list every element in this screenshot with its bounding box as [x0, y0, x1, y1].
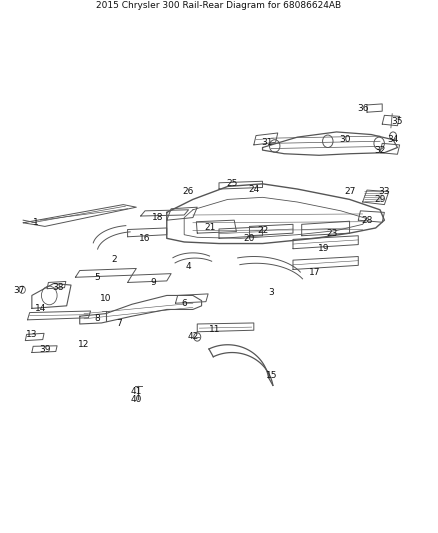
Text: 26: 26: [183, 187, 194, 196]
Text: 29: 29: [374, 195, 386, 204]
Text: 38: 38: [52, 283, 64, 292]
Text: 5: 5: [94, 273, 100, 282]
Text: 9: 9: [151, 278, 157, 287]
Text: 35: 35: [392, 117, 403, 126]
Text: 4: 4: [186, 262, 191, 271]
Text: 7: 7: [116, 319, 122, 328]
Text: 33: 33: [378, 187, 390, 196]
Text: 37: 37: [13, 286, 25, 295]
Text: 25: 25: [226, 179, 238, 188]
Text: 42: 42: [187, 333, 198, 342]
Text: 40: 40: [131, 395, 142, 404]
Text: 16: 16: [139, 234, 151, 243]
Text: 28: 28: [361, 216, 373, 225]
Text: 22: 22: [257, 226, 268, 235]
Text: 32: 32: [374, 146, 386, 155]
Text: 10: 10: [100, 294, 112, 303]
Text: 23: 23: [326, 229, 338, 238]
Text: 13: 13: [26, 330, 38, 339]
Text: 31: 31: [261, 138, 272, 147]
Text: 36: 36: [357, 104, 368, 113]
Text: 21: 21: [205, 223, 216, 232]
Text: 6: 6: [181, 298, 187, 308]
Text: 19: 19: [318, 244, 329, 253]
Text: 8: 8: [94, 314, 100, 324]
Text: 14: 14: [35, 304, 46, 313]
Text: 18: 18: [152, 213, 164, 222]
Text: 15: 15: [265, 372, 277, 381]
Text: 30: 30: [339, 135, 351, 144]
Text: 3: 3: [268, 288, 274, 297]
Text: 12: 12: [78, 340, 90, 349]
Text: 34: 34: [387, 135, 399, 144]
Text: 27: 27: [344, 187, 355, 196]
Text: 20: 20: [244, 234, 255, 243]
Text: 11: 11: [209, 325, 220, 334]
Text: 1: 1: [33, 219, 39, 227]
Text: 24: 24: [248, 184, 259, 193]
Text: 17: 17: [309, 268, 321, 277]
Text: 2: 2: [112, 255, 117, 264]
Text: 39: 39: [39, 345, 51, 354]
Text: 41: 41: [131, 387, 142, 396]
Title: 2015 Chrysler 300 Rail-Rear Diagram for 68086624AB: 2015 Chrysler 300 Rail-Rear Diagram for …: [96, 2, 342, 10]
